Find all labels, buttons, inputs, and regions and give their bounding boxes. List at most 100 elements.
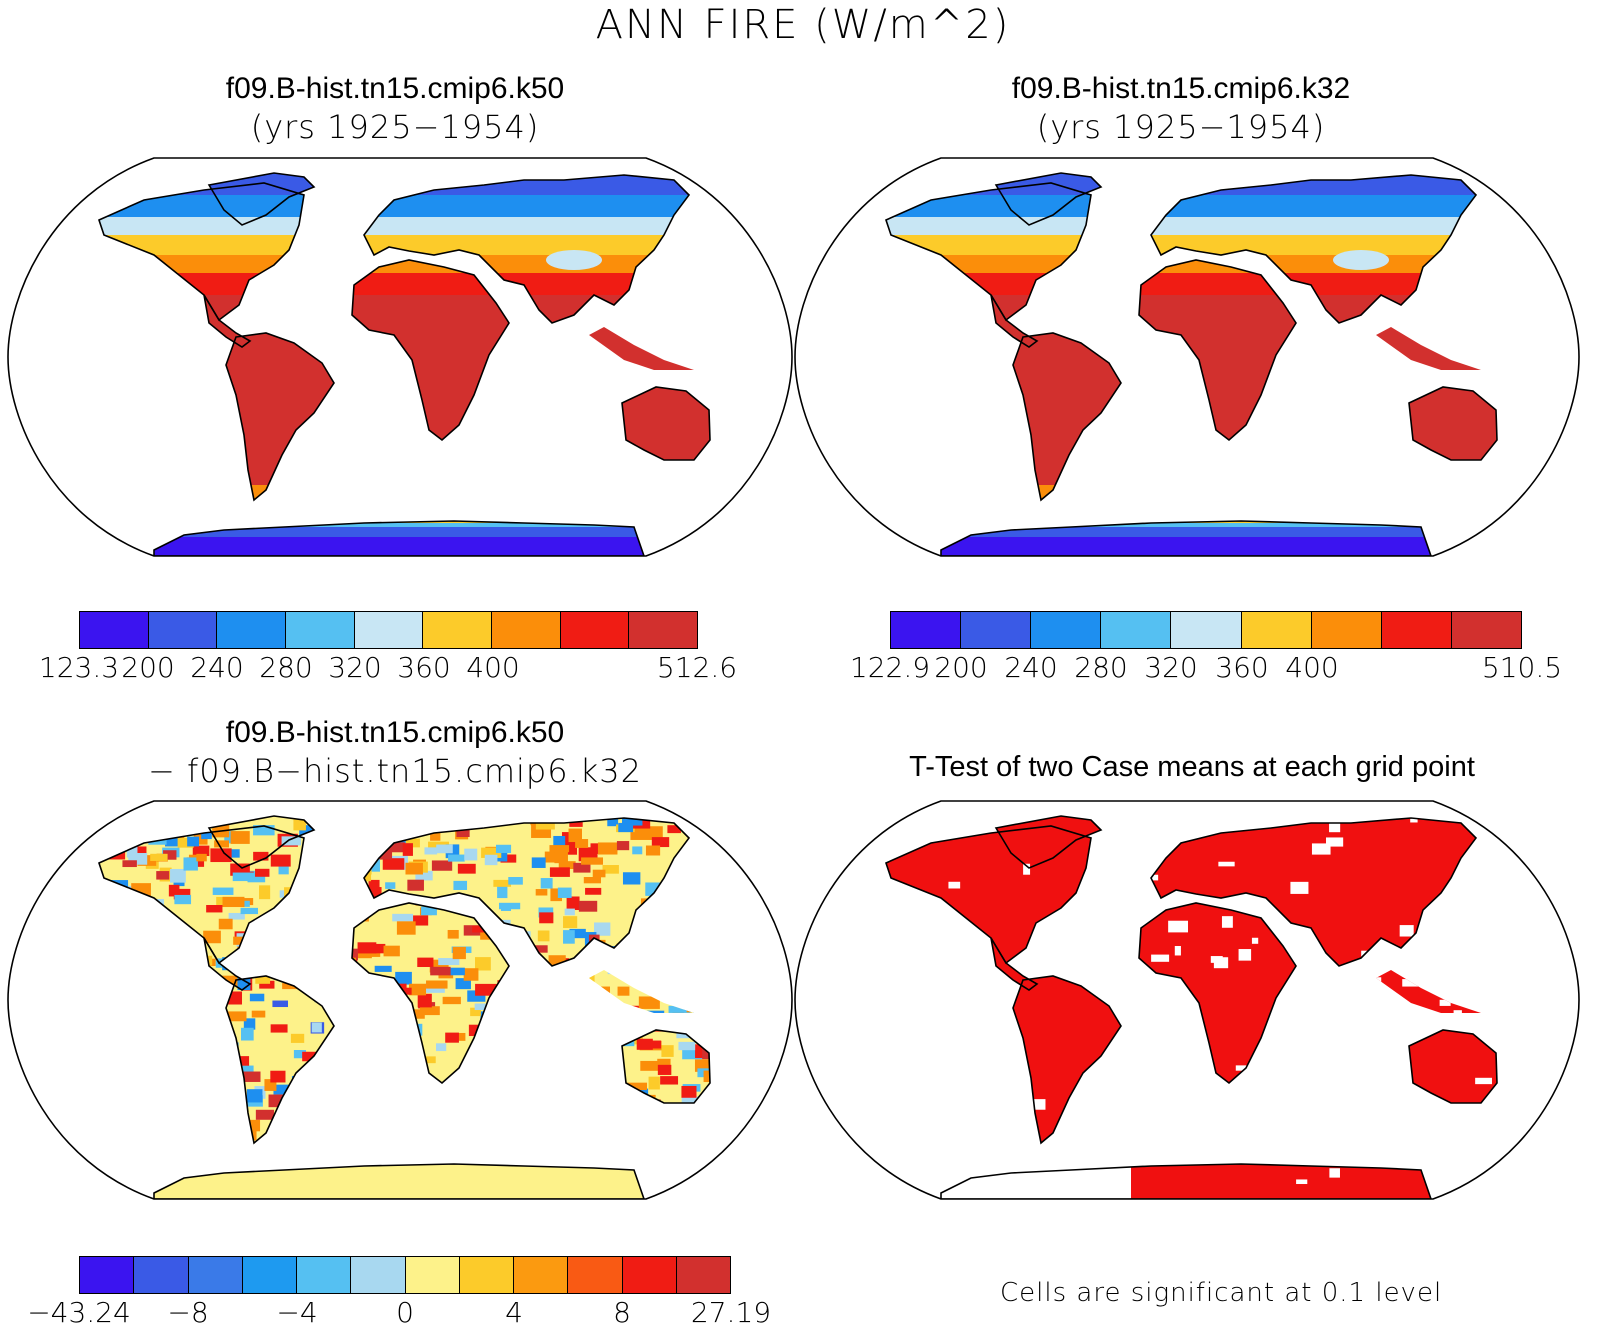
coastline-an — [153, 520, 646, 556]
colorbar-tick-label: 122.9 — [849, 651, 931, 684]
diff-cell — [393, 1099, 404, 1110]
diff-cell — [487, 1051, 507, 1064]
insignificant-cell — [1444, 1015, 1456, 1024]
insignificant-cell — [897, 1104, 910, 1115]
insignificant-cell — [1402, 979, 1423, 987]
diff-cell — [353, 1126, 372, 1134]
diff-cell — [716, 876, 729, 886]
diff-cell — [276, 922, 296, 934]
diff-cell — [159, 950, 180, 962]
diff-cell — [35, 853, 50, 866]
diff-cell — [102, 1076, 113, 1084]
coastlines — [885, 815, 1498, 1199]
diff-cell — [745, 912, 759, 925]
diff-cell — [569, 1071, 590, 1082]
diff-cell — [607, 816, 619, 827]
diff-cell — [594, 922, 611, 936]
diff-cell — [228, 1154, 245, 1163]
diff-cell — [650, 921, 662, 934]
diff-cell — [128, 906, 147, 916]
diff-cell — [27, 1120, 47, 1129]
diff-cell — [123, 1050, 139, 1062]
diff-cell — [12, 1105, 30, 1118]
colorbar-swatch — [622, 1257, 677, 1293]
diff-cell — [583, 973, 595, 987]
diff-cell — [80, 1010, 97, 1017]
diff-cell — [414, 1094, 437, 1108]
diff-cell — [335, 1127, 354, 1138]
diff-cell — [407, 879, 424, 891]
diff-cell — [661, 956, 684, 971]
diff-cell — [645, 882, 666, 896]
diff-cell — [426, 980, 448, 989]
diff-cell — [99, 1098, 100, 1113]
diff-cell — [101, 1005, 117, 1017]
diff-cell — [75, 1113, 85, 1123]
diff-cell — [513, 1127, 534, 1139]
colorbar-swatch — [568, 1257, 623, 1293]
diff-cell — [240, 907, 258, 915]
insignificant-cell — [1357, 1049, 1370, 1054]
colorbar-k32 — [890, 611, 1522, 649]
diff-cell — [515, 979, 531, 988]
colorbar-swatch — [1031, 612, 1102, 648]
map-frame — [794, 157, 1580, 557]
diff-cell — [640, 1060, 660, 1071]
panel-title-line2: (yrs 1925−1954) — [250, 108, 540, 146]
diff-cell — [143, 1108, 163, 1121]
diff-cell — [744, 973, 755, 986]
colorbar-swatch — [286, 612, 355, 648]
diff-cell — [544, 967, 562, 981]
diff-cell — [571, 1095, 593, 1109]
diff-cell — [57, 949, 75, 960]
diff-cell — [512, 969, 526, 976]
diff-cell — [604, 1084, 624, 1097]
colorbar-swatch — [629, 612, 698, 648]
diff-cell — [668, 1005, 691, 1013]
diff-cell — [419, 1006, 440, 1016]
colorbar-swatch — [354, 612, 424, 648]
diff-cell — [544, 851, 564, 863]
diff-cell — [133, 910, 146, 919]
diff-cell — [395, 971, 412, 985]
diff-cell — [87, 1005, 97, 1017]
diff-cell — [448, 1118, 465, 1130]
diff-cell — [659, 1130, 673, 1143]
colorbar-tick-label: 27.19 — [690, 1296, 772, 1329]
diff-cell — [242, 1071, 261, 1082]
map-color-band — [886, 195, 1497, 217]
coastlines — [885, 172, 1498, 556]
diff-cell — [622, 816, 643, 826]
map-ttest — [794, 800, 1580, 1200]
diff-cell — [293, 1050, 306, 1059]
diff-cell — [532, 990, 550, 1004]
diff-cell — [255, 1109, 275, 1120]
map-color-band — [99, 485, 710, 505]
diff-cell — [246, 1089, 263, 1103]
diff-cell — [99, 837, 103, 844]
diff-cell — [219, 1042, 239, 1057]
diff-cell — [345, 1112, 368, 1119]
diff-cell — [112, 1106, 123, 1114]
diff-cell — [99, 998, 102, 1012]
diff-cell — [679, 986, 700, 994]
diff-cell — [546, 1135, 557, 1149]
diff-cell — [731, 905, 750, 915]
diff-cell — [131, 1042, 149, 1050]
diff-cell — [661, 1045, 674, 1057]
diff-cell — [562, 1039, 583, 1051]
diff-cell — [395, 1005, 408, 1013]
colorbar-swatch — [560, 612, 630, 648]
insignificant-cell — [1129, 1116, 1142, 1129]
diff-cell — [539, 912, 554, 924]
diff-cell — [169, 1097, 189, 1109]
diff-cell — [436, 1043, 447, 1052]
colorbar-tick-label: 360 — [397, 651, 451, 684]
diff-cell — [153, 964, 165, 977]
coastline-ca — [203, 937, 252, 991]
diff-cell — [575, 839, 589, 848]
colorbar-tick-label: −8 — [167, 1296, 209, 1329]
diff-cell — [622, 1005, 640, 1013]
diff-cell — [515, 1060, 538, 1069]
colorbar-swatch — [423, 612, 493, 648]
